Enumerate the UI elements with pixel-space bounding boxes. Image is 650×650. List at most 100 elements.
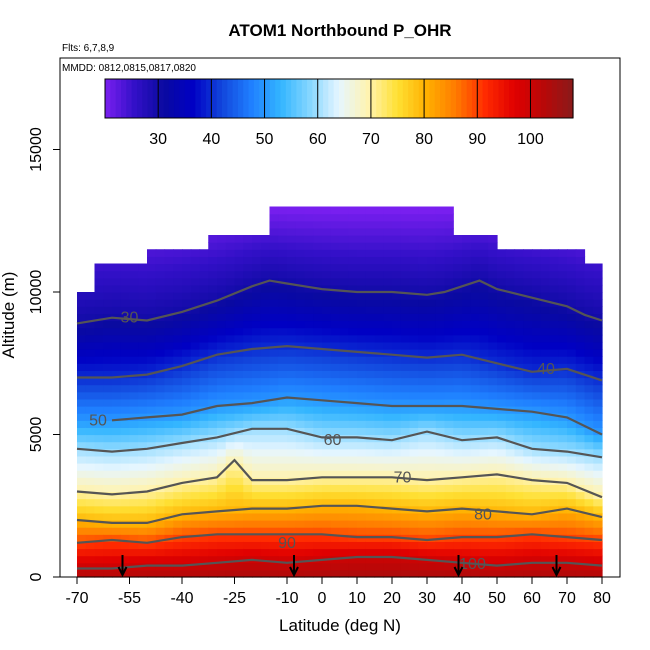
heatmap-cell xyxy=(322,398,332,407)
heatmap-cell xyxy=(252,470,262,478)
colorbar-segment xyxy=(307,79,314,118)
profile-markers xyxy=(117,555,562,578)
heatmap-cell xyxy=(182,470,192,478)
heatmap-cell xyxy=(182,270,192,279)
x-tick-label: -70 xyxy=(65,590,88,607)
heatmap-cell xyxy=(322,377,332,386)
heatmap-cell xyxy=(549,534,559,542)
heatmap-cell xyxy=(278,398,288,407)
heatmap-cell xyxy=(208,306,218,314)
heatmap-cell xyxy=(313,299,323,307)
heatmap-cell xyxy=(260,356,271,364)
heatmap-cell xyxy=(129,541,139,550)
heatmap-cell xyxy=(304,377,314,386)
heatmap-cell xyxy=(278,434,288,443)
heatmap-cell xyxy=(435,569,446,578)
heatmap-cell xyxy=(462,512,472,521)
heatmap-cell xyxy=(85,527,96,535)
heatmap-cell xyxy=(147,463,157,471)
heatmap-cell xyxy=(435,555,446,564)
heatmap-cell xyxy=(514,284,524,293)
heatmap-cell xyxy=(322,441,332,450)
heatmap-cell xyxy=(357,569,367,578)
heatmap-cell xyxy=(304,363,314,371)
heatmap-cell xyxy=(190,263,201,272)
heatmap-cell xyxy=(584,334,594,343)
heatmap-cell xyxy=(505,356,516,364)
heatmap-cell xyxy=(549,434,559,443)
heatmap-cell xyxy=(584,377,594,386)
heatmap-cell xyxy=(330,270,341,279)
heatmap-cell xyxy=(505,527,516,535)
heatmap-cell xyxy=(453,320,463,329)
heatmap-cell xyxy=(348,427,358,436)
colorbar-segment xyxy=(291,79,298,118)
heatmap-cell xyxy=(540,334,551,343)
chart-title: ATOM1 Northbound P_OHR xyxy=(228,21,451,40)
heatmap-cell xyxy=(357,235,367,243)
heatmap-cell xyxy=(593,555,603,564)
heatmap-cell xyxy=(409,562,419,571)
heatmap-cell xyxy=(313,306,323,314)
heatmap-cell xyxy=(234,498,244,507)
heatmap-cell xyxy=(392,520,402,528)
heatmap-cell xyxy=(313,391,323,400)
heatmap-cell xyxy=(418,249,428,257)
heatmap-cell xyxy=(173,541,183,550)
heatmap-cell xyxy=(409,242,419,250)
heatmap-cell xyxy=(295,242,306,250)
heatmap-cell xyxy=(418,349,428,357)
heatmap-cell xyxy=(365,527,376,535)
heatmap-cell xyxy=(444,484,454,493)
heatmap-cell xyxy=(313,242,323,250)
heatmap-cell xyxy=(418,527,428,535)
heatmap-cell xyxy=(409,413,419,421)
heatmap-cell xyxy=(278,391,288,400)
heatmap-cell xyxy=(383,227,393,236)
heatmap-cell xyxy=(155,541,166,550)
heatmap-cell xyxy=(567,313,577,322)
heatmap-cell xyxy=(365,498,376,507)
heatmap-cell xyxy=(357,441,367,450)
heatmap-cell xyxy=(295,534,306,542)
heatmap-cell xyxy=(155,427,166,436)
heatmap-cell xyxy=(462,441,472,450)
heatmap-cell xyxy=(523,270,533,279)
heatmap-cell xyxy=(575,491,586,500)
heatmap-cell xyxy=(400,320,411,329)
heatmap-cell xyxy=(120,356,131,364)
heatmap-cell xyxy=(94,569,104,578)
heatmap-cell xyxy=(147,363,157,371)
heatmap-cell xyxy=(85,292,96,300)
heatmap-cell xyxy=(120,477,131,485)
heatmap-cell xyxy=(190,448,201,457)
heatmap-cell xyxy=(374,527,384,535)
heatmap-cell xyxy=(444,270,454,279)
heatmap-cell xyxy=(339,256,349,265)
heatmap-cell xyxy=(330,455,341,464)
colorbar-segment xyxy=(397,79,404,118)
heatmap-cell xyxy=(252,541,262,550)
heatmap-cell xyxy=(339,541,349,550)
heatmap-cell xyxy=(488,491,498,500)
heatmap-cell xyxy=(182,569,192,578)
heatmap-cell xyxy=(392,227,402,236)
heatmap-cell xyxy=(435,491,446,500)
x-tick-label: -40 xyxy=(170,590,193,607)
colorbar-segment xyxy=(477,79,484,118)
contour-line-90 xyxy=(76,533,603,544)
heatmap-cell xyxy=(497,491,507,500)
heatmap-cell xyxy=(173,555,183,564)
heatmap-cell xyxy=(593,541,603,550)
heatmap-cell xyxy=(103,306,113,314)
heatmap-cell xyxy=(497,341,507,350)
heatmap-cell xyxy=(365,256,376,265)
heatmap-cell xyxy=(593,384,603,393)
heatmap-cell xyxy=(295,320,306,329)
heatmap-cell xyxy=(444,527,454,535)
heatmap-cell xyxy=(252,455,262,464)
heatmap-cell xyxy=(155,527,166,535)
heatmap-cell xyxy=(365,249,376,257)
heatmap-cell xyxy=(164,455,174,464)
heatmap-cell xyxy=(155,398,166,407)
